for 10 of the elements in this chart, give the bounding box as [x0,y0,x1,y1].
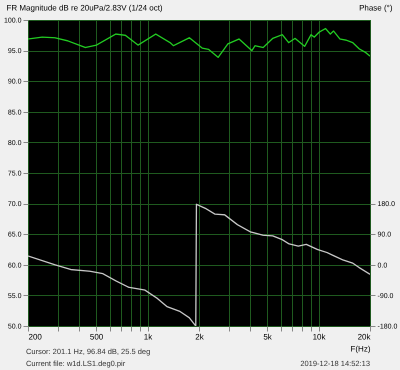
x-tick-label: 1k [144,332,154,342]
x-tick-label: 500 [90,332,104,342]
x-tick-label: 2k [195,332,205,342]
x-tick-label: 5k [263,332,273,342]
y2-axis-title: Phase (°) [359,4,393,12]
x-tick-label: 20k [358,332,372,342]
x-tick-label: 10k [312,332,326,342]
x-axis-title: F(Hz) [350,344,371,354]
x-tick-label: 200 [28,332,42,342]
y-axis-title: FR Magnitude dB re 20uPa/2.83V (1/24 oct) [6,4,163,12]
